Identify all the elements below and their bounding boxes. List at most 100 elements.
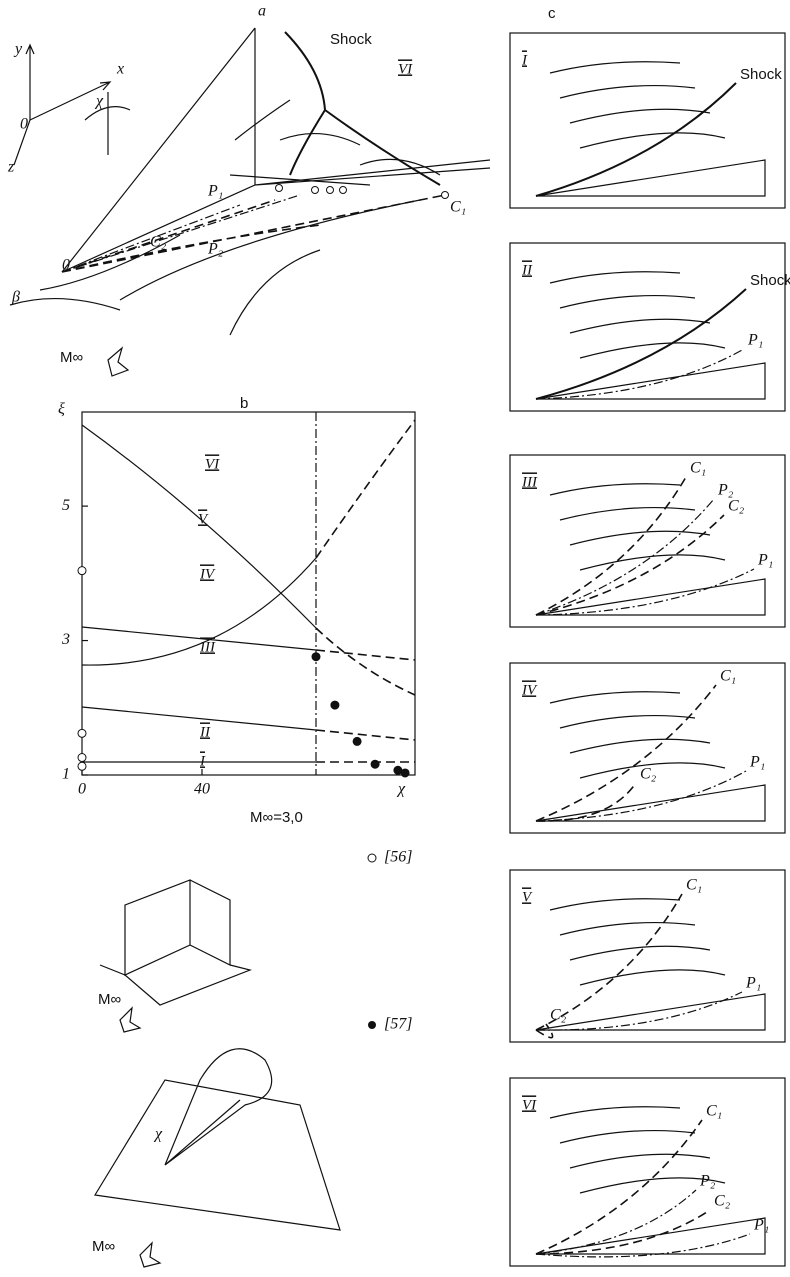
legend-marker xyxy=(368,1021,376,1029)
streamline xyxy=(559,714,696,729)
streamline xyxy=(579,342,726,359)
streamline xyxy=(579,762,726,779)
flow-line xyxy=(535,498,715,616)
axis-label: z xyxy=(7,159,15,176)
line-label: P₁ xyxy=(757,552,773,569)
inset-wing xyxy=(94,1048,341,1231)
flow-line xyxy=(535,514,725,616)
streamline xyxy=(559,1129,696,1144)
region-label: VI xyxy=(398,61,413,77)
condition-label: M∞=3,0 xyxy=(250,809,303,826)
streamline xyxy=(549,1106,681,1119)
angle-label: χ xyxy=(94,93,104,110)
inset-corner xyxy=(99,879,252,1006)
streamline xyxy=(559,921,696,936)
wedge xyxy=(535,784,766,822)
streamline xyxy=(549,691,681,704)
subpanel-numeral: III xyxy=(521,474,538,490)
flow-line xyxy=(535,1233,751,1258)
line-label: C₁ xyxy=(720,668,736,685)
subpanel-frame xyxy=(509,1077,786,1267)
streamline xyxy=(569,1153,711,1169)
line-label: C₁ xyxy=(706,1103,722,1120)
flow-line xyxy=(535,782,637,822)
shock-label: Shock xyxy=(330,31,372,48)
boundary-extrapolation xyxy=(315,419,416,763)
axis-label: x xyxy=(116,61,124,78)
inset-chi: χ xyxy=(153,1126,163,1143)
subpanel-numeral: VI xyxy=(522,1097,537,1113)
streamline xyxy=(569,738,711,754)
streamline xyxy=(579,969,726,986)
data-point xyxy=(77,728,87,738)
line-label: P₂ xyxy=(717,482,734,499)
streamline xyxy=(569,945,711,961)
data-point xyxy=(311,652,321,662)
subpanel-numeral: II xyxy=(521,262,533,278)
subpanel-frame xyxy=(509,32,786,209)
mach-label: M∞ xyxy=(60,349,83,366)
y-axis-label: ξ xyxy=(58,401,65,418)
line-label: Shock xyxy=(750,272,790,289)
line-label: P₁ xyxy=(745,975,761,992)
data-point xyxy=(77,753,87,763)
flow-line xyxy=(535,348,745,400)
subpanel-numeral: I xyxy=(521,52,528,68)
wedge xyxy=(535,578,766,616)
line-label: Shock xyxy=(740,66,782,83)
wedge xyxy=(535,993,766,1031)
streamline xyxy=(549,61,681,74)
line-label: C₁ xyxy=(686,877,702,894)
line-label: C₂ xyxy=(550,1007,567,1024)
wedge xyxy=(535,159,766,197)
flow-line xyxy=(535,893,683,1031)
flow-line xyxy=(535,1023,554,1039)
boundary-curves xyxy=(81,424,317,763)
streamline xyxy=(559,506,696,521)
data-point xyxy=(370,759,380,769)
streamline xyxy=(569,318,711,334)
x-tick-label: 0 xyxy=(78,781,86,798)
flow-line xyxy=(535,1119,703,1255)
plot-frame xyxy=(81,411,416,776)
streamline xyxy=(569,530,711,546)
axis-label: 0 xyxy=(20,116,28,133)
line-label: P₁ xyxy=(207,183,223,200)
line-label: C₁ xyxy=(690,460,706,477)
x-tick-label: 40 xyxy=(194,781,210,798)
data-point xyxy=(330,700,340,710)
panel-b: b ξ χ M∞=3,0 M∞ χ M∞ [56] [57] xyxy=(58,395,416,1268)
flow-line xyxy=(535,770,747,822)
legend-label: [57] xyxy=(384,1016,412,1033)
streamline xyxy=(569,108,711,124)
region-label: I xyxy=(199,753,206,769)
panel-label: b xyxy=(240,395,248,412)
streamline xyxy=(579,1177,726,1194)
flow-line xyxy=(535,684,717,822)
subpanel-numeral: IV xyxy=(521,682,538,698)
data-point xyxy=(77,761,87,771)
subpanel: II Shock P₁ xyxy=(509,242,790,412)
subpanel-frame xyxy=(509,662,786,834)
streamline xyxy=(579,554,726,571)
streamline xyxy=(549,898,681,911)
flow-line xyxy=(535,568,755,616)
wedge xyxy=(535,1217,766,1255)
line-label: C₂ xyxy=(728,498,745,515)
region-label: IV xyxy=(199,566,216,582)
line-label: P₁ xyxy=(749,754,765,771)
line-label: C₂ xyxy=(150,234,167,251)
flow-line xyxy=(535,1209,711,1255)
panel-a-drawing: a y x 0 z χ Shock VI P₁ C₁ C₂ P₂ β 0 M∞ xyxy=(7,3,491,377)
subpanel: VI C₁ P₂ C₂ P₁ xyxy=(509,1077,786,1267)
wedge xyxy=(535,362,766,400)
y-tick-label: 3 xyxy=(61,631,70,648)
subpanel-frame xyxy=(509,454,786,628)
line-label: C₁ xyxy=(450,199,466,216)
panel-label: c xyxy=(548,5,556,22)
subpanel: I Shock xyxy=(509,32,786,209)
y-tick-label: 5 xyxy=(62,497,70,514)
line-label: P₂ xyxy=(699,1173,716,1190)
